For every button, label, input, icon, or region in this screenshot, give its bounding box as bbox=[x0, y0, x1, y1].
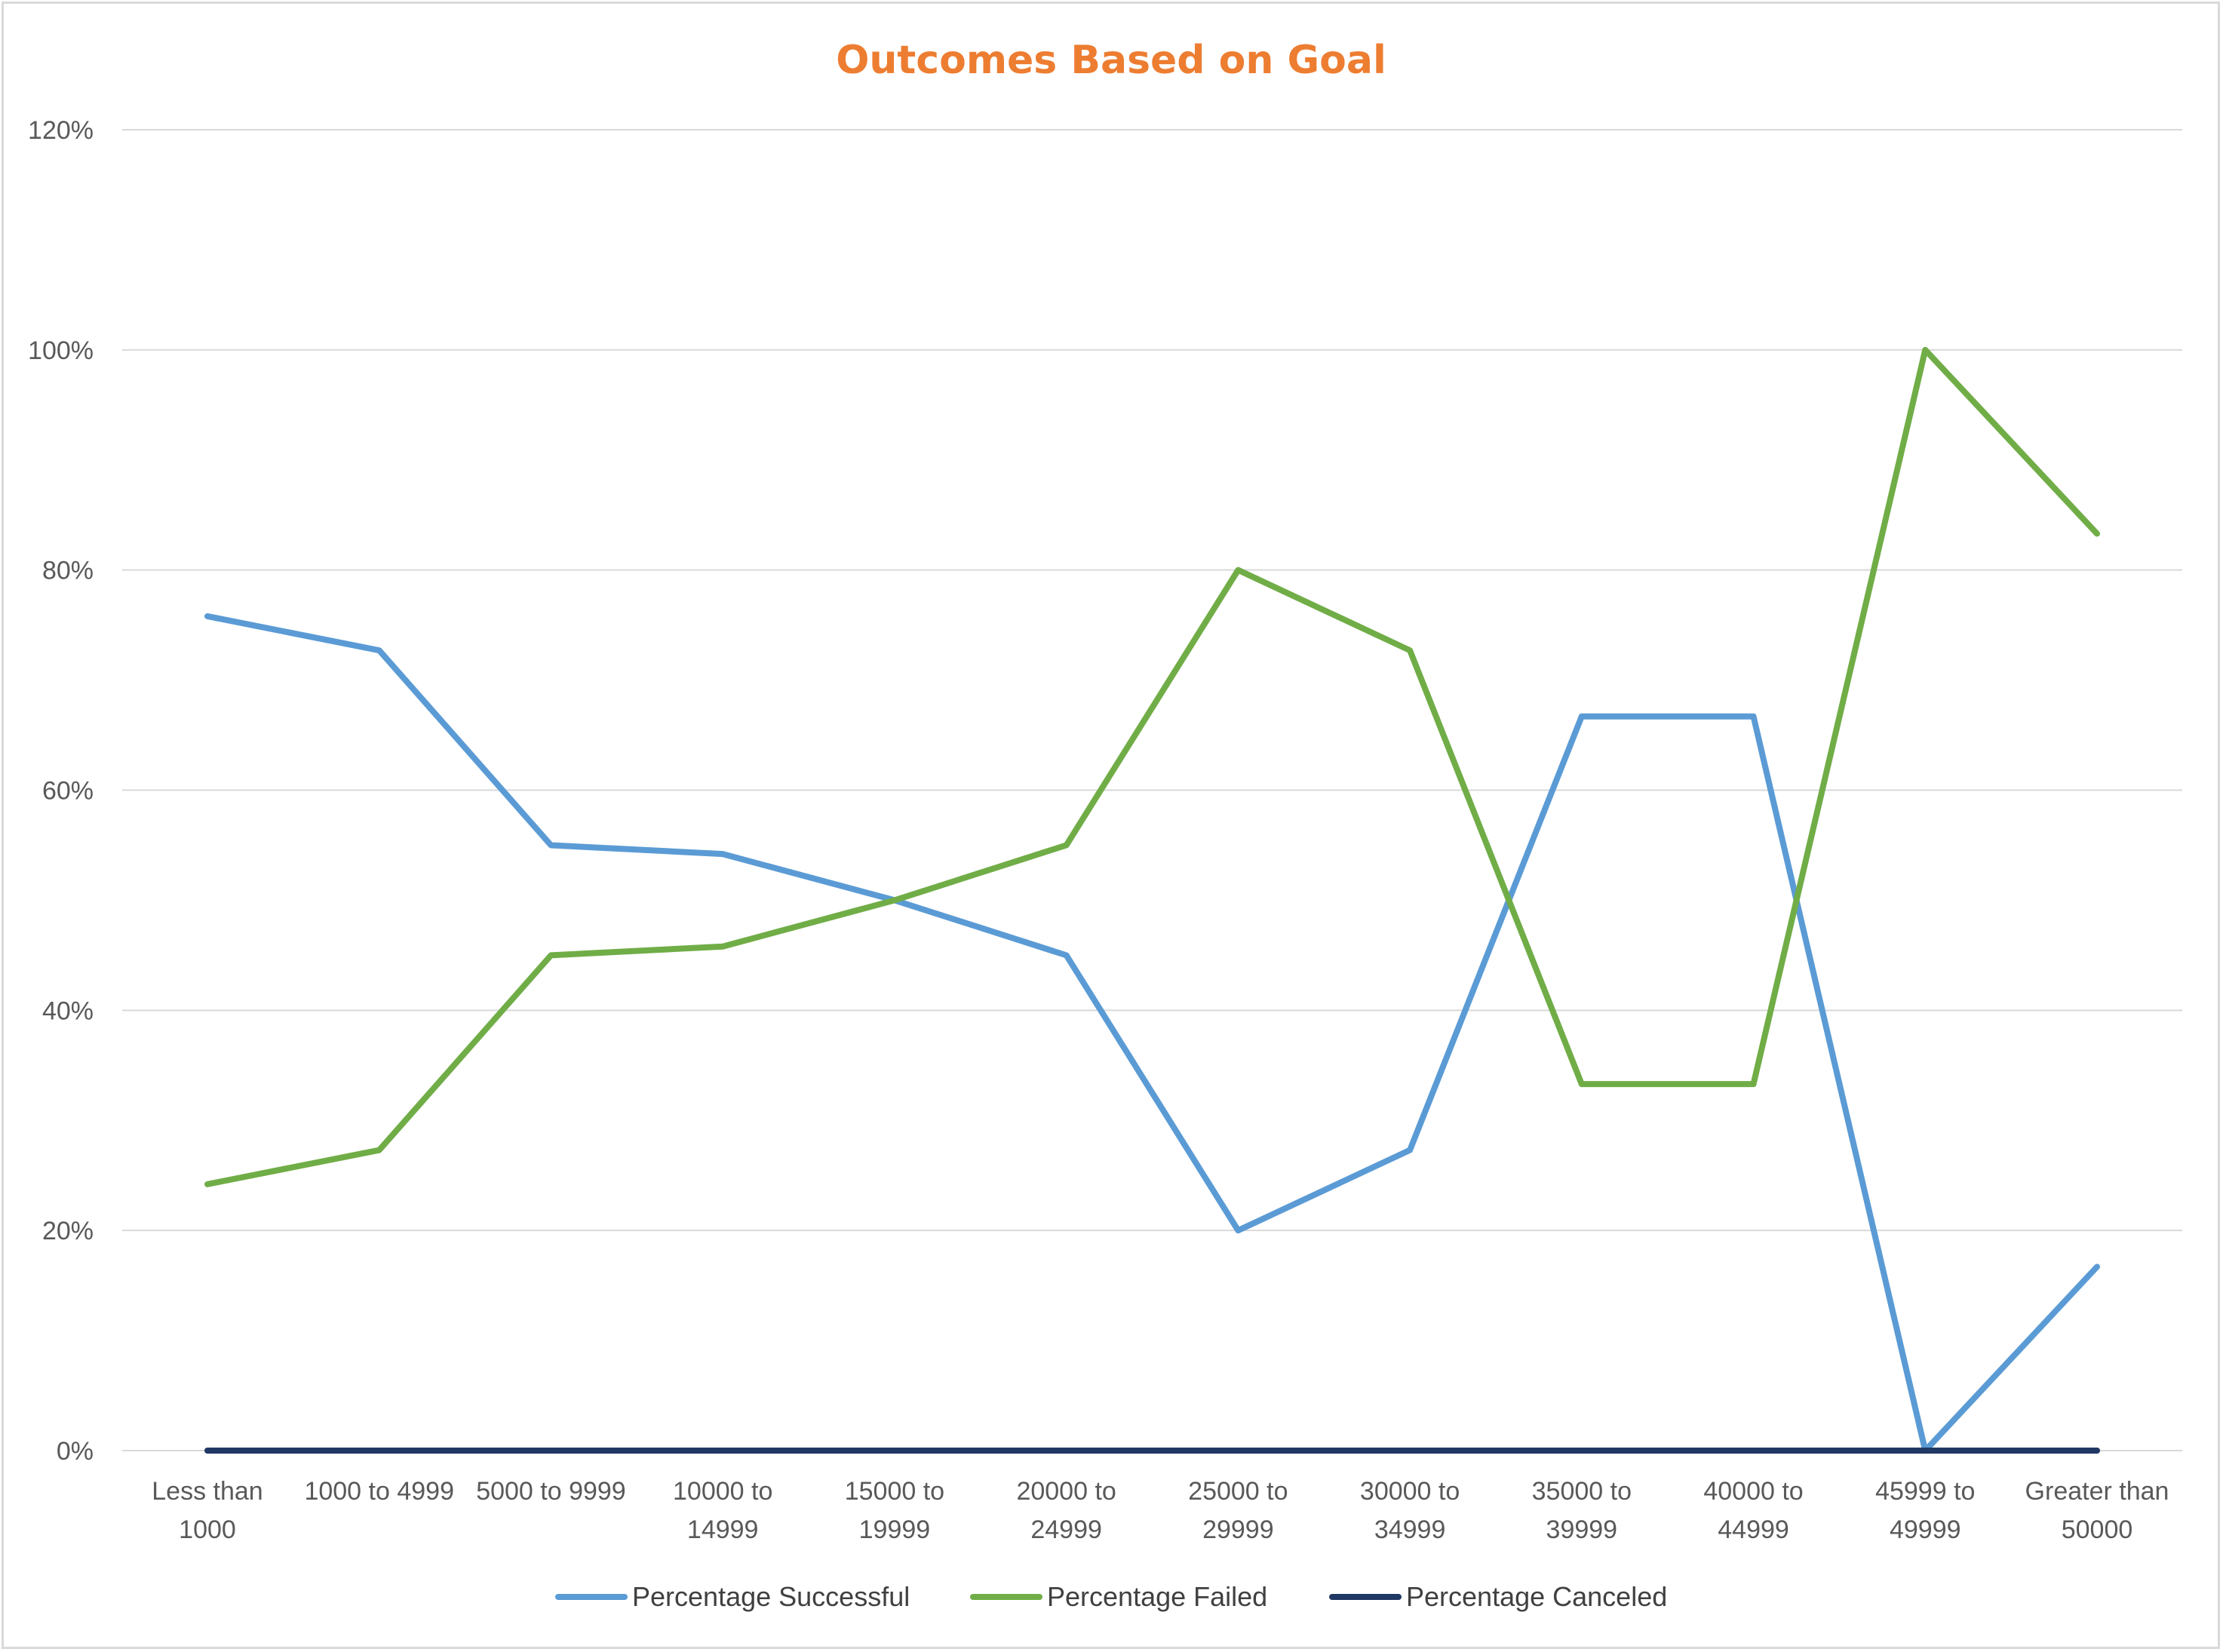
y-tick-label: 20% bbox=[42, 1217, 94, 1245]
chart-title: Outcomes Based on Goal bbox=[836, 38, 1386, 83]
x-tick-label: Greater than 50000 bbox=[2025, 1477, 2169, 1544]
x-tick-label: 5000 to 9999 bbox=[476, 1477, 626, 1506]
y-tick-label: 40% bbox=[42, 996, 94, 1025]
series-lines bbox=[204, 346, 2100, 1454]
x-tick-label: 15000 to 19999 bbox=[845, 1477, 944, 1544]
y-tick-label: 60% bbox=[42, 777, 94, 806]
series-line-2 bbox=[204, 346, 2100, 1187]
x-tick-label: 20000 to 24999 bbox=[1016, 1477, 1116, 1544]
y-tick-label: 0% bbox=[57, 1437, 94, 1466]
y-tick-label: 80% bbox=[42, 557, 94, 585]
legend-item[interactable]: Percentage Successful bbox=[555, 1581, 910, 1612]
x-tick-label: 1000 to 4999 bbox=[304, 1477, 454, 1506]
legend-label: Percentage Successful bbox=[632, 1581, 910, 1612]
x-tick-label: 10000 to 14999 bbox=[673, 1477, 772, 1544]
x-tick-label: 40000 to 44999 bbox=[1703, 1477, 1803, 1544]
legend-item[interactable]: Percentage Failed bbox=[970, 1581, 1267, 1612]
legend[interactable]: Percentage Successful Percentage Failed Pe… bbox=[555, 1581, 1667, 1612]
x-axis-tick-labels: Less than 1000 1000 to 4999 5000 to 9999 100… bbox=[152, 1477, 2169, 1544]
x-tick-label: 25000 to 29999 bbox=[1188, 1477, 1288, 1544]
x-tick-label: 45999 to 49999 bbox=[1875, 1477, 1975, 1544]
series-line-1 bbox=[204, 613, 2100, 1454]
gridlines bbox=[122, 129, 2182, 1451]
legend-label: Percentage Canceled bbox=[1406, 1581, 1667, 1612]
x-tick-label: 30000 to 34999 bbox=[1360, 1477, 1460, 1544]
y-axis-tick-labels: 0% 20% 40% 60% 80% 100% 120% bbox=[28, 116, 94, 1466]
y-tick-label: 100% bbox=[28, 336, 94, 365]
legend-label: Percentage Failed bbox=[1047, 1581, 1267, 1612]
x-tick-label: Less than 1000 bbox=[152, 1477, 263, 1544]
x-tick-label: 35000 to 39999 bbox=[1532, 1477, 1632, 1544]
legend-item[interactable]: Percentage Canceled bbox=[1329, 1581, 1667, 1612]
y-tick-label: 120% bbox=[28, 116, 94, 145]
